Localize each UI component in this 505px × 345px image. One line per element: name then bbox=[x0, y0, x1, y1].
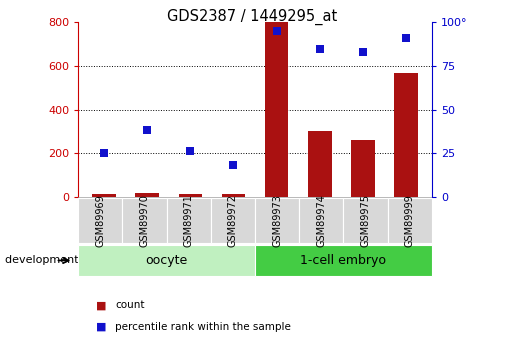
Point bbox=[186, 149, 194, 154]
Point bbox=[316, 46, 324, 51]
Text: GSM89975: GSM89975 bbox=[361, 194, 371, 247]
Text: GSM89973: GSM89973 bbox=[272, 194, 282, 247]
Text: GSM89999: GSM89999 bbox=[405, 195, 415, 247]
Text: 1-cell embryo: 1-cell embryo bbox=[300, 254, 386, 267]
Point bbox=[273, 28, 281, 34]
Bar bbox=[222, 194, 245, 197]
Bar bbox=[351, 140, 375, 197]
Text: ■: ■ bbox=[96, 322, 107, 332]
Text: percentile rank within the sample: percentile rank within the sample bbox=[115, 322, 291, 332]
Point bbox=[402, 35, 410, 41]
Point bbox=[229, 162, 237, 168]
Point bbox=[143, 128, 152, 133]
Point bbox=[359, 49, 367, 55]
Text: GDS2387 / 1449295_at: GDS2387 / 1449295_at bbox=[167, 9, 338, 25]
Text: GSM89969: GSM89969 bbox=[95, 195, 106, 247]
Bar bbox=[308, 131, 332, 197]
Text: oocyte: oocyte bbox=[145, 254, 188, 267]
Text: development stage: development stage bbox=[5, 256, 113, 265]
Bar bbox=[265, 22, 288, 197]
Point bbox=[100, 150, 108, 156]
Bar bbox=[178, 195, 202, 197]
Bar bbox=[92, 194, 116, 197]
Text: count: count bbox=[115, 300, 144, 310]
Text: GSM89971: GSM89971 bbox=[184, 194, 194, 247]
Bar bbox=[394, 72, 418, 197]
Bar bbox=[135, 194, 159, 197]
Text: GSM89972: GSM89972 bbox=[228, 194, 238, 247]
Text: GSM89970: GSM89970 bbox=[139, 194, 149, 247]
Text: GSM89974: GSM89974 bbox=[316, 194, 326, 247]
Text: ■: ■ bbox=[96, 300, 107, 310]
